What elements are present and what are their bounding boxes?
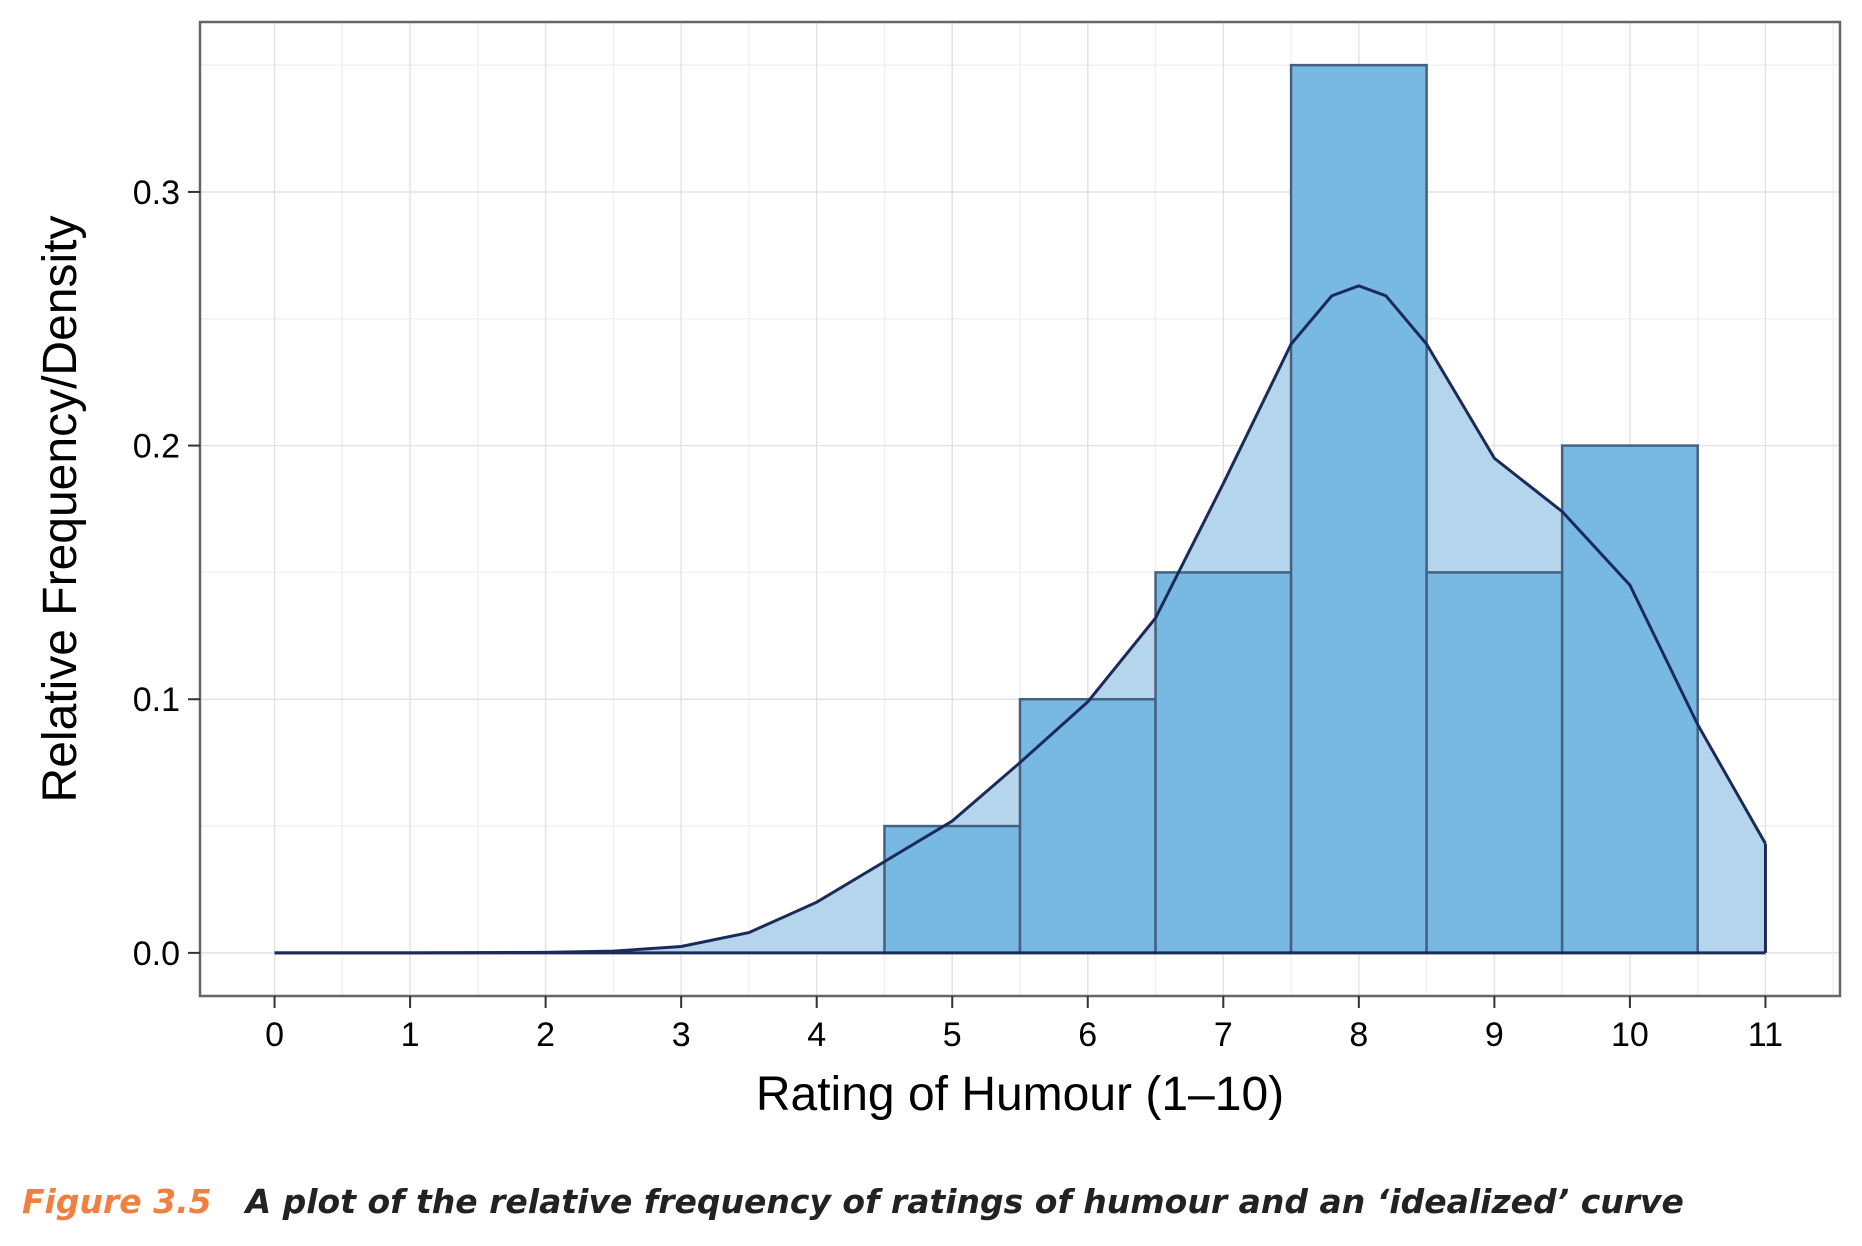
x-tick-label: 9	[1485, 1016, 1504, 1054]
histogram-bar	[883, 824, 1022, 955]
y-tick-label: 0.0	[133, 935, 180, 973]
figure-caption-text: A plot of the relative frequency of rati…	[245, 1182, 1684, 1221]
x-tick-label: 5	[943, 1016, 962, 1054]
y-tick-label: 0.1	[133, 681, 180, 719]
density-curve	[274, 284, 1767, 955]
plot-panel-border	[198, 20, 1842, 998]
x-tick-label: 7	[1214, 1016, 1233, 1054]
x-axis-ticks: 0 1 2 3 4 5 6 7 8 9 10 11	[265, 996, 1783, 1054]
histogram-bar	[1425, 571, 1564, 955]
x-tick-label: 11	[1748, 1016, 1783, 1054]
y-axis-title: Relative Frequency/Density	[34, 216, 87, 803]
figure-caption: Figure 3.5 A plot of the relative frequen…	[22, 1182, 1684, 1221]
x-tick-label: 2	[536, 1016, 555, 1054]
density-curve-line	[274, 284, 1767, 955]
x-tick-label: 8	[1349, 1016, 1368, 1054]
x-tick-label: 3	[672, 1016, 691, 1054]
figure-label: Figure 3.5	[22, 1182, 212, 1221]
histogram-bar	[1560, 444, 1699, 955]
histogram-bars	[883, 63, 1699, 955]
histogram-bar	[1018, 697, 1157, 955]
x-axis-title: Rating of Humour (1–10)	[756, 1068, 1284, 1121]
x-tick-label: 4	[807, 1016, 826, 1054]
x-tick-label: 1	[401, 1016, 420, 1054]
y-tick-label: 0.3	[133, 174, 180, 212]
histogram-bar	[1154, 571, 1293, 955]
x-tick-label: 0	[265, 1016, 284, 1054]
y-tick-label: 0.2	[133, 428, 180, 466]
y-axis-ticks: 0.0 0.1 0.2 0.3	[133, 174, 200, 973]
x-tick-label: 6	[1078, 1016, 1097, 1054]
histogram-bar	[1289, 63, 1428, 955]
x-tick-label: 10	[1611, 1016, 1649, 1054]
